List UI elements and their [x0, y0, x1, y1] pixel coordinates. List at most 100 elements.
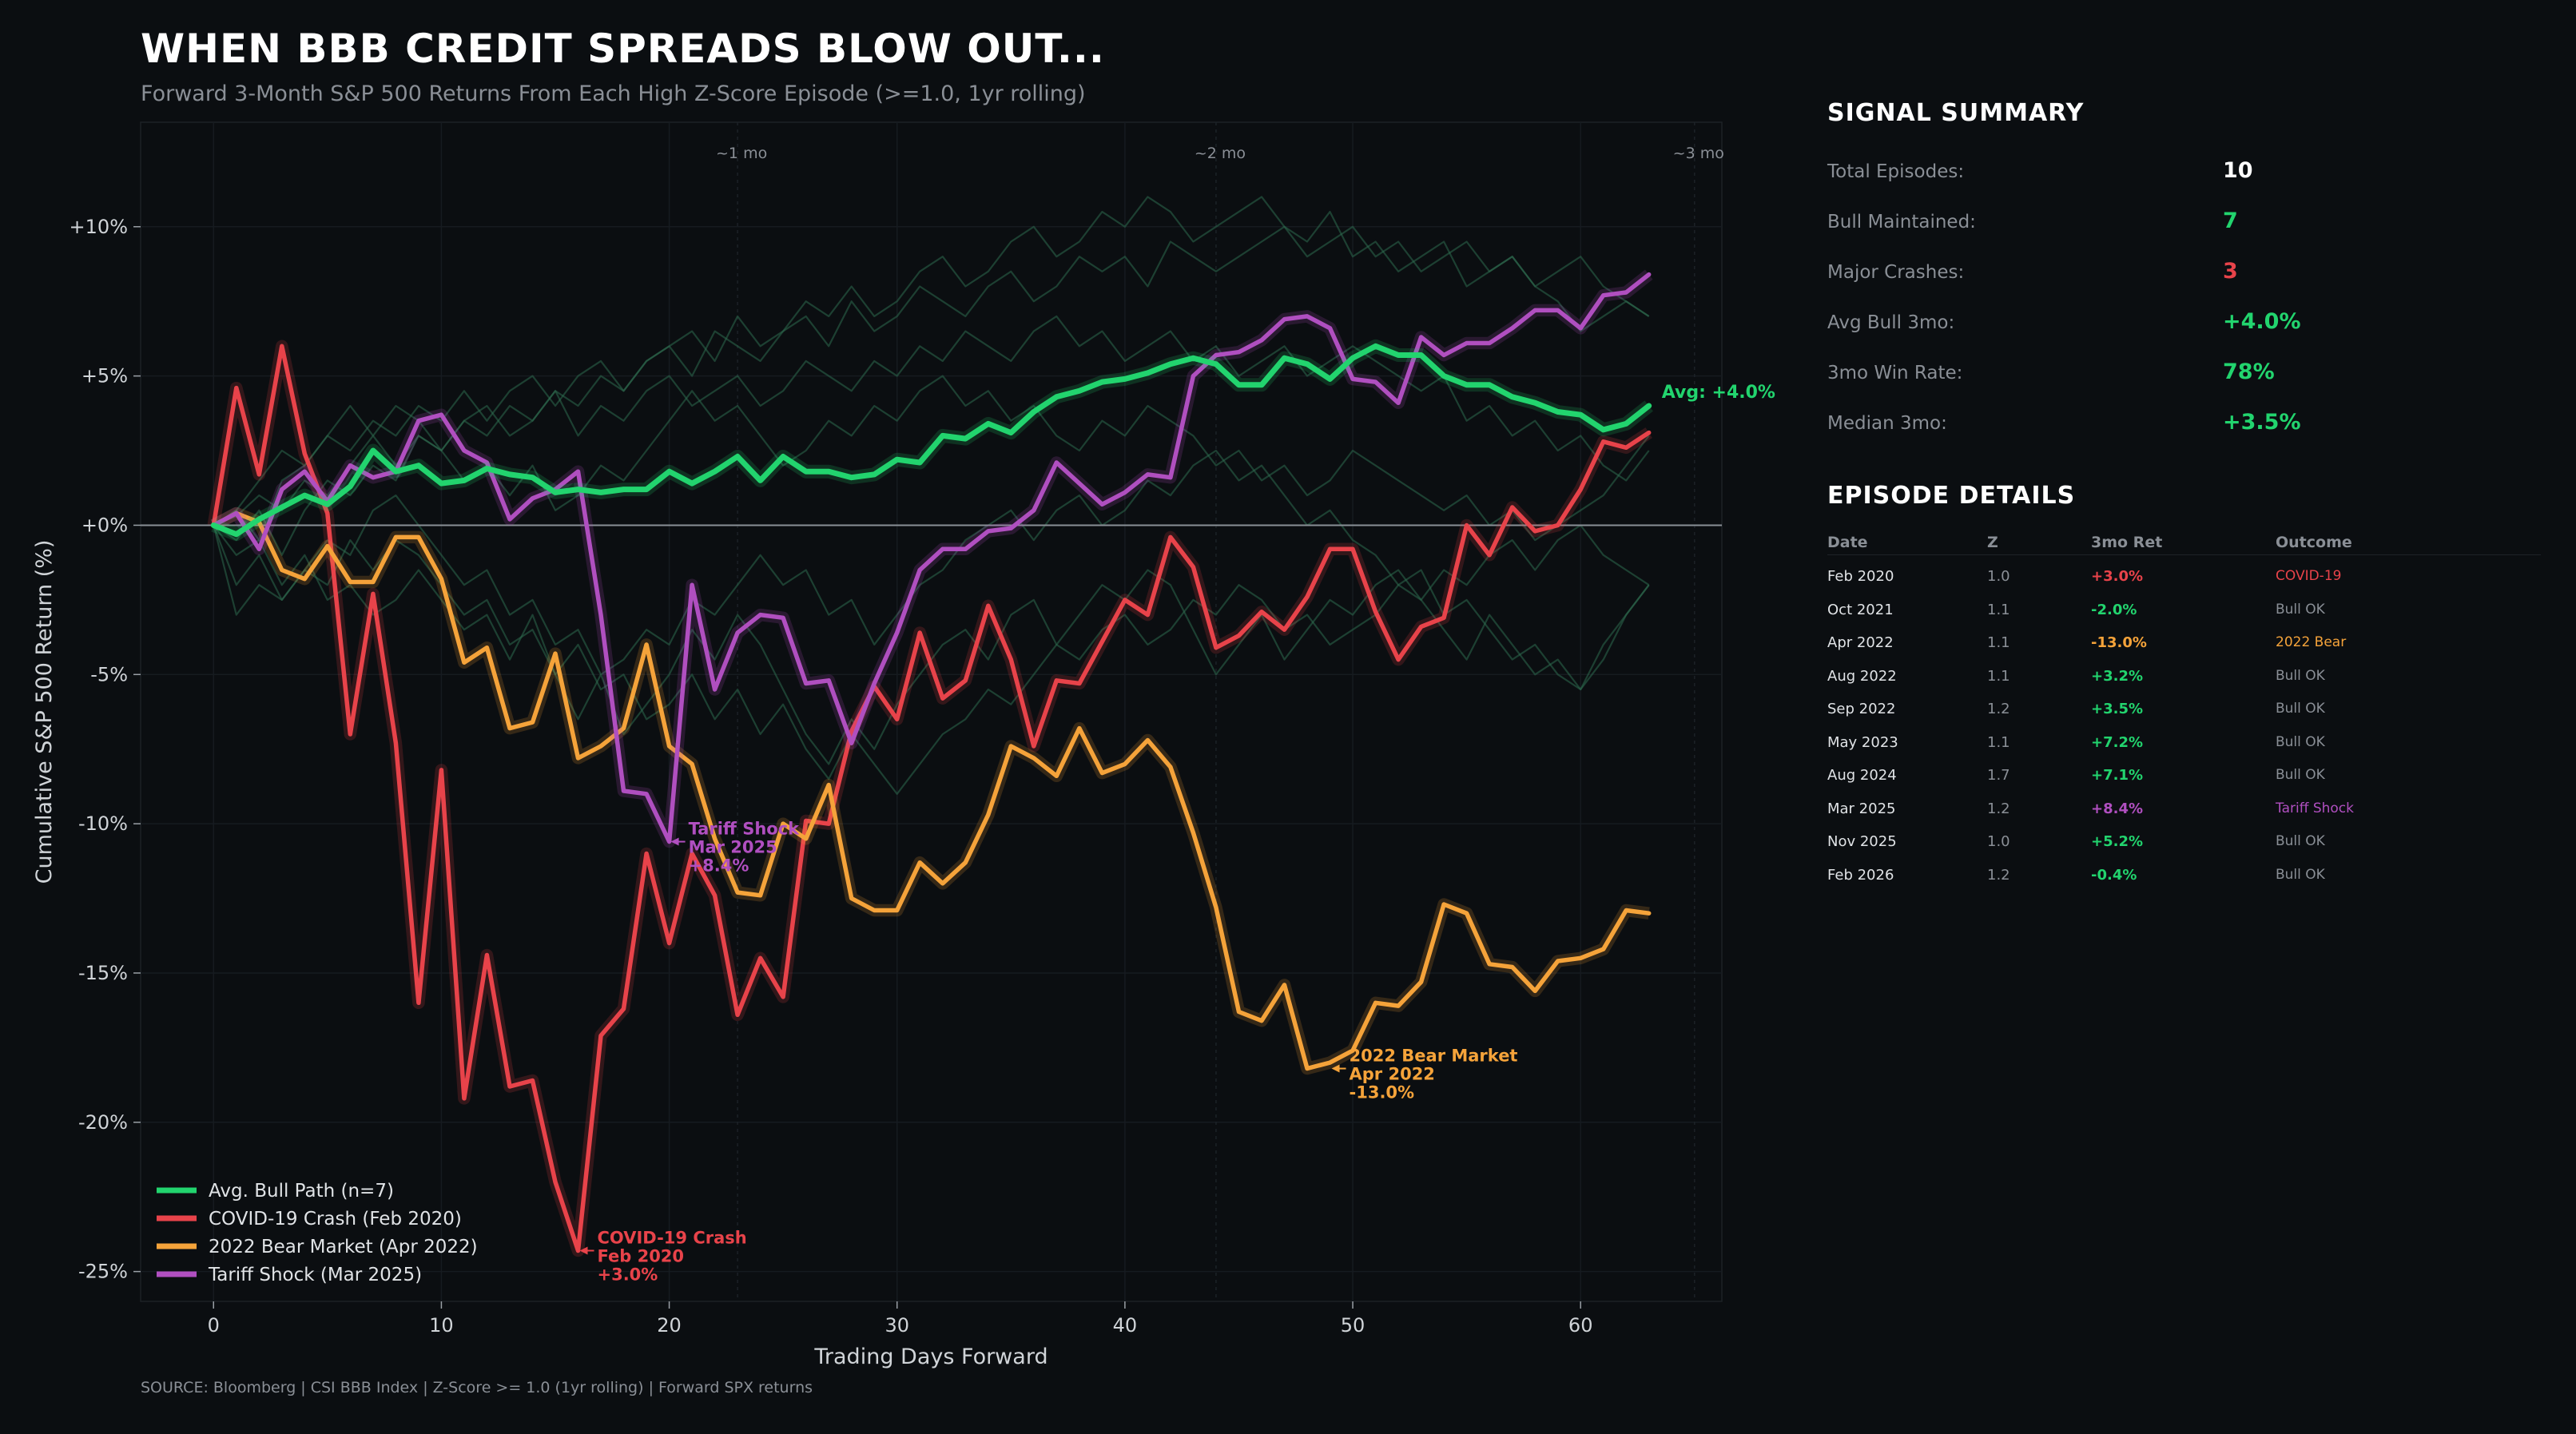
episode-return: +5.2% [2091, 833, 2144, 850]
episode-date: Oct 2021 [1827, 601, 1894, 618]
summary-value: +4.0% [2223, 309, 2301, 334]
summary-label: 3mo Win Rate: [1827, 363, 1963, 383]
series-line [211, 510, 1652, 1071]
y-tick-label: +10% [70, 216, 128, 238]
annotation-arrowhead [1331, 1064, 1340, 1073]
background-episode-line [213, 225, 1650, 556]
episode-date: Feb 2026 [1827, 866, 1894, 884]
summary-label: Major Crashes: [1827, 262, 1965, 283]
x-tick-label: 0 [208, 1314, 220, 1337]
series-glow [210, 506, 1650, 1075]
series-line [210, 343, 1652, 538]
episode-outcome: Bull OK [2276, 733, 2325, 750]
episode-z: 1.1 [1987, 601, 2010, 618]
annotation-text: Apr 2022 [1350, 1065, 1435, 1084]
x-tick-label: 30 [885, 1314, 909, 1337]
episode-return: +3.2% [2091, 667, 2144, 685]
annotation-text: +3.0% [598, 1265, 658, 1284]
episode-date: Apr 2022 [1827, 634, 1894, 651]
x-tick-label: 40 [1113, 1314, 1138, 1337]
episode-outcome: Tariff Shock [2276, 800, 2354, 816]
annotation-text: Tariff Shock [689, 820, 801, 839]
annotation-text: 2022 Bear Market [1350, 1047, 1518, 1066]
episode-outcome: 2022 Bear [2276, 634, 2347, 650]
episode-date: Sep 2022 [1827, 701, 1896, 717]
episode-return: -13.0% [2091, 634, 2147, 651]
episode-z: 1.2 [1987, 701, 2010, 717]
series-line [211, 272, 1652, 844]
episode-return: +8.4% [2091, 800, 2144, 817]
annotation-arrowhead [670, 837, 679, 846]
background-episode-line [213, 449, 1650, 691]
table-header-cell: Z [1987, 534, 1998, 551]
episode-date: Feb 2020 [1827, 568, 1894, 585]
legend-label: COVID-19 Crash (Feb 2020) [209, 1209, 462, 1229]
episode-details-heading: EPISODE DETAILS [1827, 482, 2076, 510]
annotation-arrowhead [579, 1246, 588, 1255]
series-line [211, 344, 1652, 1253]
annotation-text: Feb 2020 [598, 1246, 685, 1265]
period-marker-label: ~2 mo [1195, 145, 1246, 162]
episode-z: 1.7 [1987, 767, 2010, 784]
episode-return: -2.0% [2091, 601, 2137, 618]
y-tick-label: -10% [78, 812, 128, 835]
episode-z: 1.1 [1987, 733, 2010, 751]
episode-outcome: COVID-19 [2276, 568, 2342, 584]
episode-z: 1.0 [1987, 833, 2010, 850]
episode-outcome: Bull OK [2276, 866, 2325, 883]
episode-outcome: Bull OK [2276, 833, 2325, 849]
episode-z: 1.0 [1987, 568, 2010, 585]
summary-label: Bull Maintained: [1827, 212, 1976, 232]
annotation-text: COVID-19 Crash [598, 1228, 747, 1247]
x-tick-label: 60 [1568, 1314, 1593, 1337]
episode-return: +7.2% [2091, 733, 2144, 751]
episode-z: 1.2 [1987, 800, 2010, 817]
summary-value: +3.5% [2223, 410, 2301, 435]
background-episode-line [213, 375, 1650, 542]
episode-date: Nov 2025 [1827, 833, 1897, 850]
episode-date: Mar 2025 [1827, 800, 1896, 817]
episode-date: Aug 2022 [1827, 667, 1897, 685]
background-episode-line [213, 524, 1650, 795]
summary-label: Avg Bull 3mo: [1827, 312, 1955, 333]
episode-outcome: Bull OK [2276, 667, 2325, 684]
signal-summary-heading: SIGNAL SUMMARY [1827, 99, 2085, 127]
episode-date: May 2023 [1827, 733, 1898, 751]
y-tick-label: -15% [78, 962, 128, 984]
episode-outcome: Bull OK [2276, 701, 2325, 717]
series-annotation: Avg: +4.0% [1662, 383, 1775, 403]
episode-z: 1.2 [1987, 866, 2010, 884]
chart-title: WHEN BBB CREDIT SPREADS BLOW OUT... [141, 26, 1105, 72]
y-tick-label: +0% [81, 514, 128, 536]
table-divider [1827, 554, 2541, 555]
episode-outcome: Bull OK [2276, 767, 2325, 783]
episode-outcome: Bull OK [2276, 601, 2325, 618]
annotation-text: +8.4% [689, 856, 749, 876]
table-header-cell: 3mo Ret [2091, 534, 2163, 551]
source-note: SOURCE: Bloomberg | CSI BBB Index | Z-Sc… [141, 1379, 813, 1396]
x-tick-label: 50 [1341, 1314, 1366, 1337]
x-tick-label: 10 [429, 1314, 454, 1337]
summary-value: 3 [2223, 259, 2238, 284]
y-axis-label: Cumulative S&P 500 Return (%) [32, 540, 57, 884]
episode-return: -0.4% [2091, 866, 2137, 884]
summary-value: 7 [2223, 209, 2238, 233]
summary-label: Total Episodes: [1827, 161, 1965, 182]
period-marker-label: ~1 mo [716, 145, 767, 162]
episode-return: +3.5% [2091, 701, 2144, 717]
episode-return: +7.1% [2091, 767, 2144, 784]
summary-label: Median 3mo: [1827, 413, 1947, 434]
x-axis-label: Trading Days Forward [813, 1345, 1047, 1369]
x-tick-label: 20 [657, 1314, 682, 1337]
legend-label: Tariff Shock (Mar 2025) [208, 1265, 422, 1285]
episode-return: +3.0% [2091, 568, 2144, 585]
chart-subtitle: Forward 3-Month S&P 500 Returns From Eac… [141, 81, 1086, 106]
y-tick-label: -20% [78, 1111, 128, 1134]
background-episode-line [213, 196, 1650, 542]
series-glow [211, 339, 1653, 542]
legend-label: Avg. Bull Path (n=7) [209, 1181, 394, 1202]
summary-value: 78% [2223, 359, 2275, 384]
table-header-cell: Outcome [2276, 534, 2352, 551]
episode-date: Aug 2024 [1827, 767, 1897, 784]
